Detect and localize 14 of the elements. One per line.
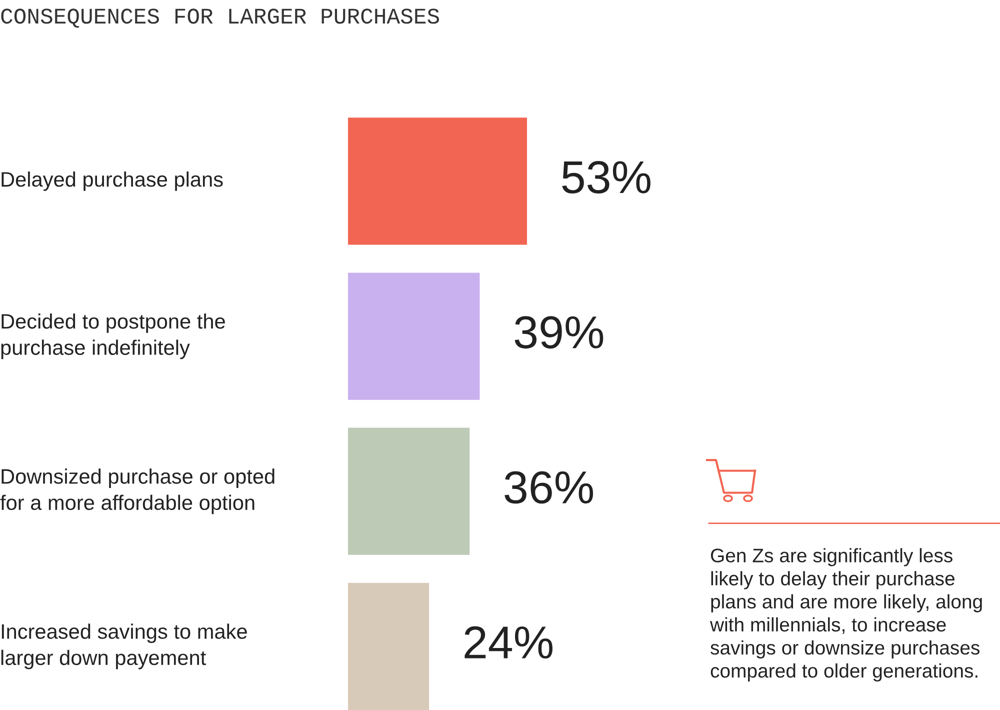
y-tick-label: Decided to postpone the purchase indefinitely — [1, 313, 225, 360]
bar — [348, 118, 527, 245]
data-label: 39% — [514, 316, 604, 349]
data-label: 53% — [562, 161, 650, 194]
y-tick-label: Increased savings to make larger down payement — [1, 624, 247, 670]
chart-title: CONSEQUENCES FOR LARGER PURCHASES — [1, 8, 439, 28]
bar — [348, 272, 480, 400]
y-tick-label: Downsized purchase or opted for a more affordable option — [0, 468, 274, 514]
y-tick-label: Delayed purchase plans — [2, 171, 223, 191]
data-label: 24% — [464, 626, 552, 659]
bar — [348, 582, 430, 710]
bar — [348, 428, 470, 555]
text: Gen Zs are significantly less likely to delay their purchase plans and are more likely, along with millennials, to increase savings or downsize purchases compared to older generations. — [710, 548, 982, 682]
data-label: 36% — [504, 471, 594, 504]
